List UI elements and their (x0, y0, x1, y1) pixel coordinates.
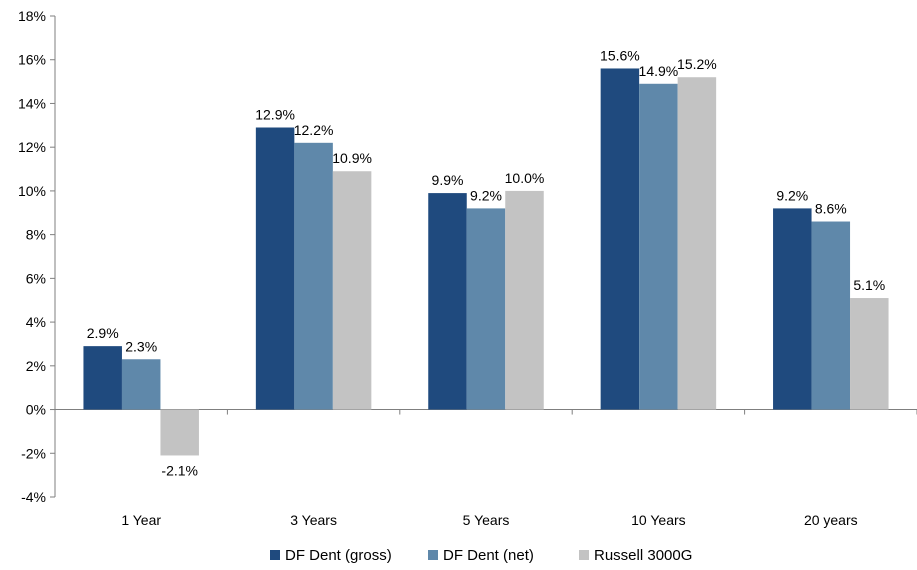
data-label: 14.9% (639, 63, 679, 79)
y-tick-label: -4% (21, 489, 46, 505)
y-axis: -4% -2% 0% 2% 4% 6% 8% 10% 12% 14% 16% 18% (18, 8, 56, 505)
legend-item: DF Dent (net) (428, 547, 534, 564)
y-tick-label: 0% (26, 402, 46, 418)
y-tick-label: 18% (18, 8, 46, 24)
x-tick-label: 3 Years (290, 512, 337, 528)
legend-item: Russell 3000G (579, 547, 692, 564)
data-label: 12.2% (294, 122, 334, 138)
y-tick-label: 4% (26, 314, 46, 330)
x-tick-label: 20 years (804, 512, 858, 528)
legend-swatch (579, 550, 589, 560)
legend-label: Russell 3000G (594, 547, 692, 564)
bars (83, 68, 889, 456)
data-label: 2.3% (125, 338, 157, 354)
bar (677, 77, 717, 410)
legend-label: DF Dent (gross) (285, 547, 392, 564)
data-label: 9.2% (776, 187, 808, 203)
data-label: 15.2% (677, 56, 717, 72)
data-label: 9.2% (470, 187, 502, 203)
data-label: 9.9% (432, 172, 464, 188)
bar (811, 221, 851, 410)
bar (294, 142, 333, 410)
y-tick-label: 12% (18, 139, 46, 155)
data-label: 15.6% (600, 47, 640, 63)
bar (83, 346, 122, 410)
y-tick-label: 2% (26, 358, 46, 374)
legend: DF Dent (gross) DF Dent (net) Russell 3000… (270, 547, 692, 564)
data-label: 5.1% (853, 277, 885, 293)
data-label: 2.9% (87, 325, 119, 341)
x-tick-label: 5 Years (463, 512, 510, 528)
bar (600, 68, 640, 410)
y-tick-label: 10% (18, 183, 46, 199)
bar (255, 127, 295, 410)
y-tick-label: 14% (18, 95, 46, 111)
y-tick-label: -2% (21, 445, 46, 461)
x-tick-label: 10 Years (631, 512, 686, 528)
data-label: 12.9% (255, 107, 295, 123)
data-label: -2.1% (161, 462, 198, 478)
y-tick-label: 6% (26, 270, 46, 286)
bar (639, 83, 678, 410)
legend-label: DF Dent (net) (443, 547, 534, 564)
y-tick-label: 16% (18, 52, 46, 68)
bar (505, 190, 544, 410)
legend-swatch (428, 550, 438, 560)
data-label: 8.6% (815, 201, 847, 217)
bar (466, 208, 506, 410)
bar (428, 193, 467, 410)
data-label: 10.9% (332, 150, 372, 166)
bar (121, 359, 161, 410)
bar (160, 409, 199, 456)
data-label: 10.0% (505, 170, 545, 186)
y-tick-label: 8% (26, 227, 46, 243)
x-tick-label: 1 Year (121, 512, 161, 528)
data-labels: 2.9% 12.9% 9.9% 15.6% 9.2% 2.3% 12.2% 9.2% 14.9%… (87, 47, 886, 478)
bar (773, 208, 812, 410)
bar (332, 171, 372, 410)
legend-swatch (270, 550, 280, 560)
bar (850, 298, 889, 410)
legend-item: DF Dent (gross) (270, 547, 392, 564)
